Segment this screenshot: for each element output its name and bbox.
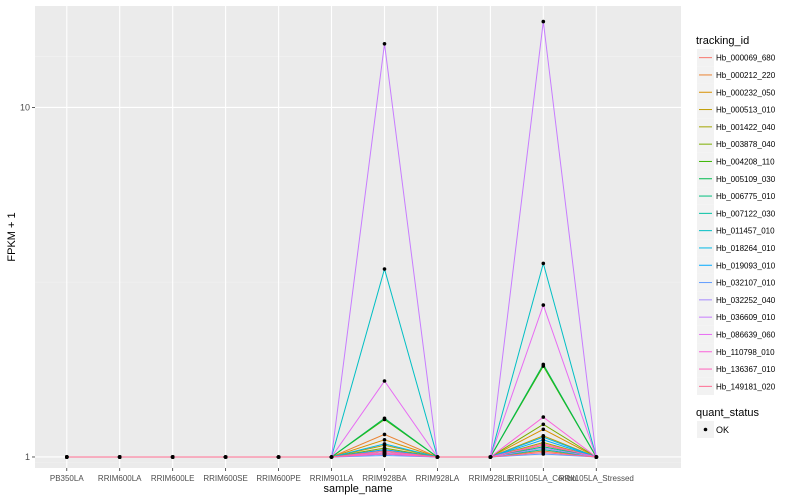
grid-minor [35,56,681,463]
data-point-Hb_149181_020 [223,455,228,459]
data-point-Hb_149181_020 [435,455,440,459]
legend-label-Hb_004208_110: Hb_004208_110 [716,157,775,166]
legend-label-Hb_036609_010: Hb_036609_010 [716,313,776,322]
series-points [65,19,599,459]
data-point-Hb_032252_040 [541,446,546,450]
legend-items: Hb_000069_680 Hb_000212_220 Hb_000232_050 H… [697,49,776,395]
legend-label-Hb_019093_010: Hb_019093_010 [716,261,776,270]
data-point-Hb_011457_010 [541,261,546,266]
legend-label-Hb_000212_220: Hb_000212_220 [716,71,776,80]
x-tick-label: RRII105LA_Control [509,474,579,483]
x-tick-label: RRIM928LE [469,474,513,483]
legend: tracking_id Hb_000069_680Hb_000212_220Hb… [696,35,776,438]
x-axis: PB350LA RRIM600LA RRIM600LE RRIM600SE RRIM60… [50,468,634,483]
data-point-Hb_149181_020 [276,455,281,459]
x-axis-title: sample_name [323,483,392,495]
y-tick-label: 1 [25,452,30,462]
x-tick-label: RRIM928BA [362,474,407,483]
data-point-Hb_149181_020 [170,455,175,459]
data-point-Hb_149181_020 [117,455,122,459]
data-point-Hb_086639_060 [382,379,387,383]
y-tick-label: 10 [20,102,30,112]
status-legend-label: OK [716,425,729,435]
data-point-Hb_000212_220 [382,432,387,437]
x-tick-label: RRIM600LE [151,474,195,483]
data-point-Hb_000232_050 [382,438,387,442]
data-point-Hb_018264_010 [382,442,387,446]
x-tick-label: RRIM600PE [256,474,300,483]
x-tick-label: RRIM600LA [98,474,142,483]
status-legend-title: quant_status [696,407,759,419]
data-point-Hb_149181_020 [488,455,493,459]
data-point-Hb_149181_020 [541,450,546,455]
legend-title: tracking_id [696,35,749,47]
legend-label-Hb_005109_030: Hb_005109_030 [716,175,776,184]
data-point-Hb_149181_020 [65,455,69,459]
data-point-Hb_036609_010 [541,19,546,24]
data-point-Hb_036609_010 [382,42,387,46]
data-point-Hb_149181_020 [329,455,334,459]
x-tick-label: RRII105LA_Stressed [559,474,634,483]
legend-label-Hb_018264_010: Hb_018264_010 [716,244,776,253]
legend-label-Hb_136367_010: Hb_136367_010 [716,365,776,374]
data-point-Hb_011457_010 [382,267,387,271]
x-tick-label: RRIM901LA [310,474,354,483]
legend-label-Hb_007122_030: Hb_007122_030 [716,209,776,218]
legend-label-Hb_011457_010: Hb_011457_010 [716,227,775,236]
legend-label-Hb_032252_040: Hb_032252_040 [716,296,776,305]
data-point-Hb_018264_010 [541,435,546,439]
legend-label-Hb_006775_010: Hb_006775_010 [716,192,776,201]
grid-major [35,6,681,468]
x-tick-label: RRIM600SE [203,474,247,483]
legend-label-Hb_000513_010: Hb_000513_010 [716,106,776,115]
status-legend-point [703,427,708,432]
legend-label-Hb_110798_010: Hb_110798_010 [716,348,775,357]
data-point-Hb_149181_020 [382,449,387,453]
data-point-Hb_136367_010 [541,442,546,446]
x-tick-label: RRIM928LA [416,474,460,483]
legend-label-Hb_000232_050: Hb_000232_050 [716,88,776,97]
y-axis-title: FPKM + 1 [6,212,18,261]
legend-label-Hb_000069_680: Hb_000069_680 [716,54,776,63]
legend-label-Hb_001422_040: Hb_001422_040 [716,123,776,132]
data-point-Hb_149181_020 [594,455,599,459]
data-point-Hb_086639_060 [541,303,546,307]
x-tick-label: PB350LA [50,474,84,483]
data-point-Hb_005109_030 [382,416,387,421]
data-point-Hb_003878_040 [541,422,546,427]
legend-label-Hb_003878_040: Hb_003878_040 [716,140,776,149]
data-point-Hb_019093_010 [541,438,546,442]
legend-label-Hb_086639_060: Hb_086639_060 [716,330,776,339]
data-point-Hb_005109_030 [541,362,546,367]
data-point-Hb_136367_010 [382,452,387,456]
data-point-Hb_000232_050 [541,427,546,432]
legend-label-Hb_149181_020: Hb_149181_020 [716,382,776,391]
data-point-Hb_110798_010 [541,415,546,419]
y-axis: 1 10 [20,102,35,462]
legend-label-Hb_032107_010: Hb_032107_010 [716,279,776,288]
plot-panel [35,6,681,468]
